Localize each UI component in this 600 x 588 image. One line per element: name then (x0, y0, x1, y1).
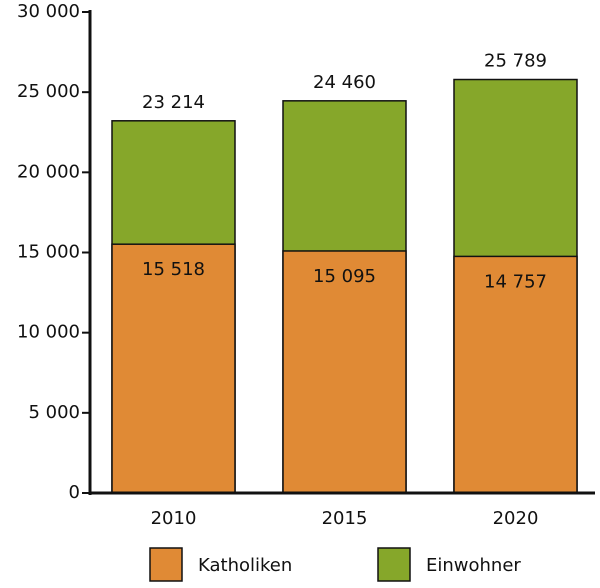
legend-swatch (377, 547, 411, 582)
legend-label: Katholiken (198, 555, 292, 576)
bar (282, 250, 407, 494)
legend-label: Einwohner (426, 555, 521, 576)
bar (453, 255, 578, 494)
bar (111, 243, 236, 494)
y-tick-label: 25 000 (17, 81, 80, 102)
y-tick-label: 15 000 (17, 242, 80, 263)
value-label: 15 095 (313, 266, 376, 287)
y-tick-label: 30 000 (17, 1, 80, 22)
y-tick-label: 20 000 (17, 161, 80, 182)
y-tick-label: 5 000 (28, 402, 80, 423)
value-label: 15 518 (142, 259, 205, 280)
value-label: 25 789 (484, 51, 547, 72)
x-tick-label: 2015 (322, 508, 368, 529)
y-tick-label: 10 000 (17, 322, 80, 343)
x-tick-label: 2010 (151, 508, 197, 529)
value-label: 23 214 (142, 92, 205, 113)
legend-swatch (149, 547, 183, 582)
y-tick-label: 0 (69, 482, 80, 503)
x-tick-label: 2020 (493, 508, 539, 529)
value-label: 14 757 (484, 271, 547, 292)
value-label: 24 460 (313, 72, 376, 93)
